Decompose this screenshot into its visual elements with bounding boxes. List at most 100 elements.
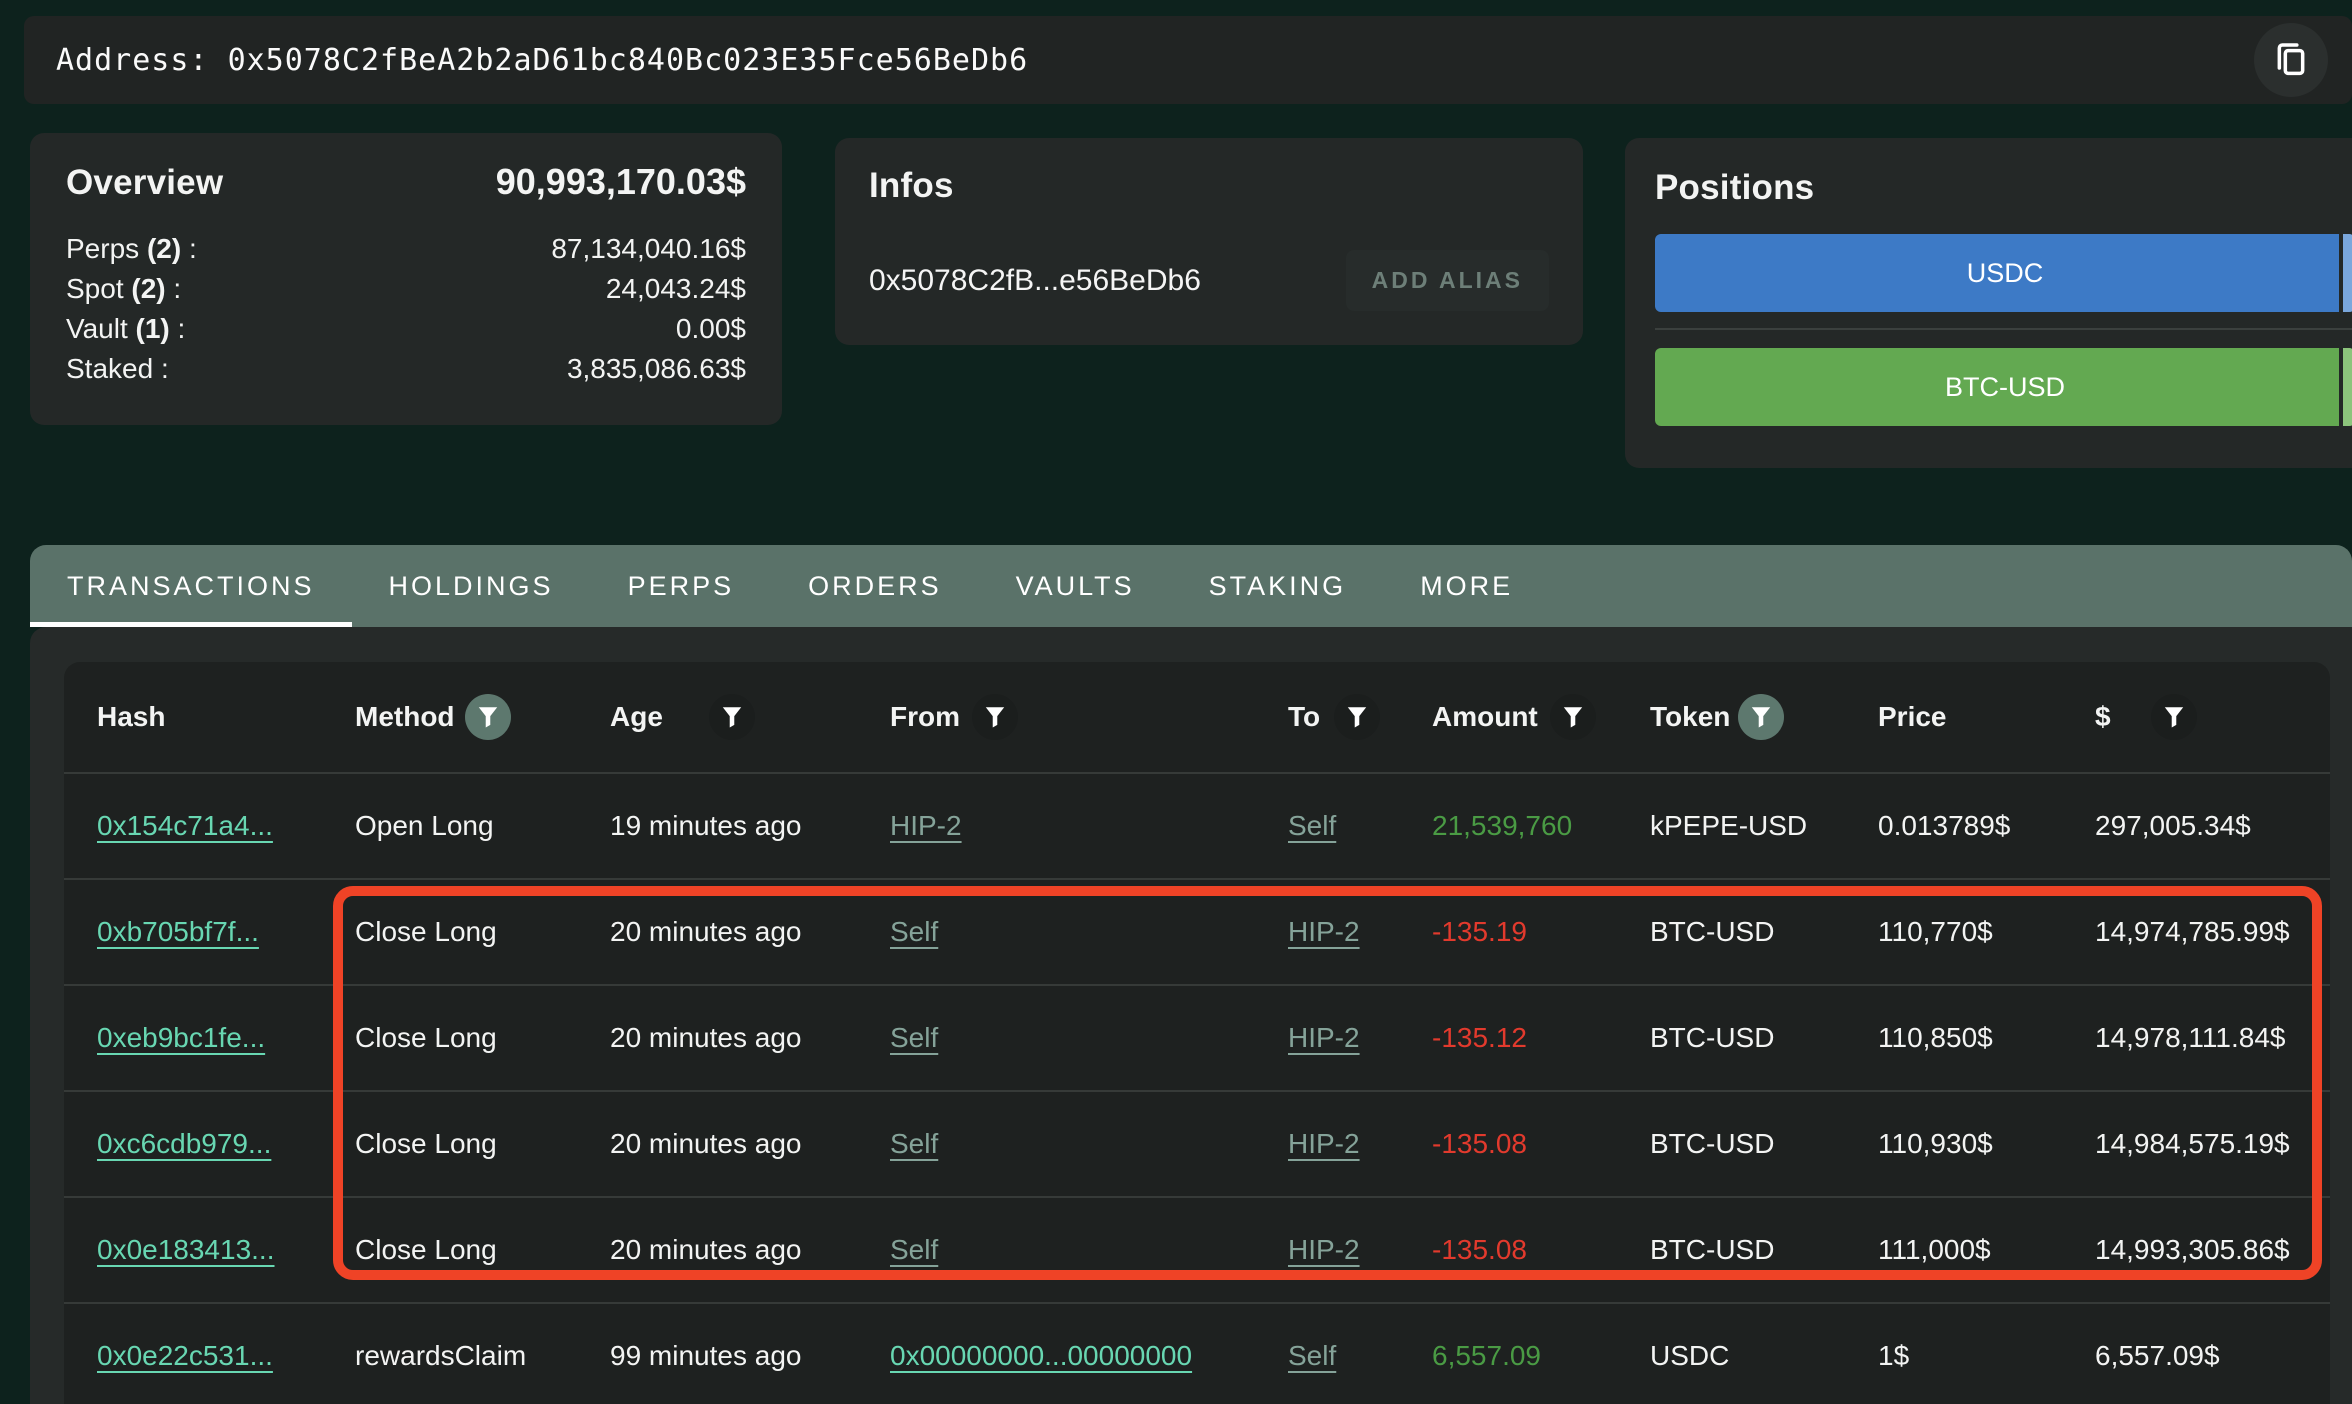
column-header-label: Age [610,701,663,733]
from-link[interactable]: Self [890,1128,1288,1160]
tab-vaults[interactable]: VAULTS [979,545,1172,627]
column-header-label: Price [1878,701,1947,733]
amount-value: 6,557.09 [1432,1340,1650,1372]
price-value: 111,000$ [1878,1234,2095,1266]
from-link[interactable]: Self [890,916,1288,948]
usd-value: 14,978,111.84$ [2095,1022,2330,1054]
filter-icon[interactable] [2151,694,2197,740]
usd-value: 297,005.34$ [2095,810,2330,842]
token-value: BTC-USD [1650,1234,1878,1266]
position-bar-label: USDC [1967,258,2044,289]
method-value: Close Long [355,1022,610,1054]
overview-stat-row: Perps (2) :87,134,040.16$ [66,229,746,269]
position-bar-edge [2339,234,2352,312]
positions-title: Positions [1655,168,2352,208]
position-bar-edge [2339,348,2352,426]
filter-icon[interactable] [709,694,755,740]
column-header-label: Token [1650,701,1730,733]
token-value: BTC-USD [1650,1022,1878,1054]
copy-address-button[interactable] [2254,23,2328,97]
from-link[interactable]: HIP-2 [890,810,1288,842]
overview-stat-row: Staked : 3,835,086.63$ [66,349,746,389]
overview-stat-label: Staked : [66,349,169,389]
tab-bar: TRANSACTIONSHOLDINGSPERPSORDERSVAULTSSTA… [30,545,2352,627]
column-header-from: From [890,694,1288,740]
from-link[interactable]: 0x00000000...00000000 [890,1340,1288,1372]
usd-value: 14,993,305.86$ [2095,1234,2330,1266]
to-link[interactable]: HIP-2 [1288,1128,1432,1160]
filter-icon[interactable] [1738,694,1784,740]
price-value: 1$ [1878,1340,2095,1372]
from-link[interactable]: Self [890,1234,1288,1266]
to-link[interactable]: HIP-2 [1288,916,1432,948]
add-alias-button[interactable]: ADD ALIAS [1346,250,1549,311]
hash-link[interactable]: 0xb705bf7f... [97,916,355,948]
table-row: 0x154c71a4...Open Long19 minutes agoHIP-… [64,772,2330,878]
amount-value: -135.19 [1432,916,1650,948]
column-header-token: Token [1650,694,1878,740]
usd-value: 14,984,575.19$ [2095,1128,2330,1160]
to-link[interactable]: HIP-2 [1288,1022,1432,1054]
tab-perps[interactable]: PERPS [591,545,772,627]
tab-orders[interactable]: ORDERS [771,545,979,627]
method-value: Close Long [355,1128,610,1160]
to-link[interactable]: HIP-2 [1288,1234,1432,1266]
infos-card: Infos 0x5078C2fB...e56BeDb6 ADD ALIAS [835,138,1583,345]
from-link[interactable]: Self [890,1022,1288,1054]
method-value: rewardsClaim [355,1340,610,1372]
amount-value: 21,539,760 [1432,810,1650,842]
age-value: 99 minutes ago [610,1340,890,1372]
overview-stat-label: Vault (1) : [66,309,185,349]
overview-title: Overview [66,163,223,203]
price-value: 110,850$ [1878,1022,2095,1054]
hash-link[interactable]: 0x154c71a4... [97,810,355,842]
column-header-label: From [890,701,960,733]
tab-staking[interactable]: STAKING [1172,545,1384,627]
token-value: USDC [1650,1340,1878,1372]
overview-stats: Perps (2) :87,134,040.16$Spot (2) :24,04… [66,229,746,389]
hash-link[interactable]: 0x0e183413... [97,1234,355,1266]
table-row: 0xc6cdb979...Close Long20 minutes agoSel… [64,1090,2330,1196]
hash-link[interactable]: 0x0e22c531... [97,1340,355,1372]
overview-stat-value: 3,835,086.63$ [567,349,746,389]
amount-value: -135.08 [1432,1128,1650,1160]
method-value: Close Long [355,1234,610,1266]
overview-card: Overview 90,993,170.03$ Perps (2) :87,13… [30,133,782,425]
column-header-method: Method [355,694,610,740]
copy-icon [2271,40,2311,80]
column-header-hash: Hash [97,701,355,733]
to-link[interactable]: Self [1288,810,1432,842]
tab-transactions[interactable]: TRANSACTIONS [30,545,352,627]
overview-stat-row: Spot (2) :24,043.24$ [66,269,746,309]
tab-holdings[interactable]: HOLDINGS [352,545,591,627]
column-header-label: Method [355,701,455,733]
column-header-amount: Amount [1432,694,1650,740]
hash-link[interactable]: 0xc6cdb979... [97,1128,355,1160]
age-value: 20 minutes ago [610,1022,890,1054]
transactions-table: HashMethodAgeFromToAmountTokenPrice$ 0x1… [64,662,2330,1404]
column-header-age: Age [610,694,890,740]
column-header-price: Price [1878,701,2095,733]
tab-more[interactable]: MORE [1383,545,1550,627]
filter-icon[interactable] [1550,694,1596,740]
token-value: BTC-USD [1650,916,1878,948]
table-row: 0x0e183413...Close Long20 minutes agoSel… [64,1196,2330,1302]
filter-icon[interactable] [465,694,511,740]
usd-value: 14,974,785.99$ [2095,916,2330,948]
address-value: 0x5078C2fBeA2b2aD61bc840Bc023E35Fce56BeD… [228,43,1029,78]
column-header-label: Hash [97,701,165,733]
price-value: 110,770$ [1878,916,2095,948]
overview-stat-value: 24,043.24$ [606,269,746,309]
infos-title: Infos [869,166,1549,206]
position-bar-btc-usd[interactable]: BTC-USD [1655,348,2352,426]
overview-stat-value: 0.00$ [676,309,746,349]
usd-value: 6,557.09$ [2095,1340,2330,1372]
filter-icon[interactable] [1334,694,1380,740]
hash-link[interactable]: 0xeb9bc1fe... [97,1022,355,1054]
position-bar-usdc[interactable]: USDC [1655,234,2352,312]
overview-stat-row: Vault (1) : 0.00$ [66,309,746,349]
filter-icon[interactable] [972,694,1018,740]
to-link[interactable]: Self [1288,1340,1432,1372]
column-header-label: To [1288,701,1320,733]
table-row: 0xeb9bc1fe...Close Long20 minutes agoSel… [64,984,2330,1090]
